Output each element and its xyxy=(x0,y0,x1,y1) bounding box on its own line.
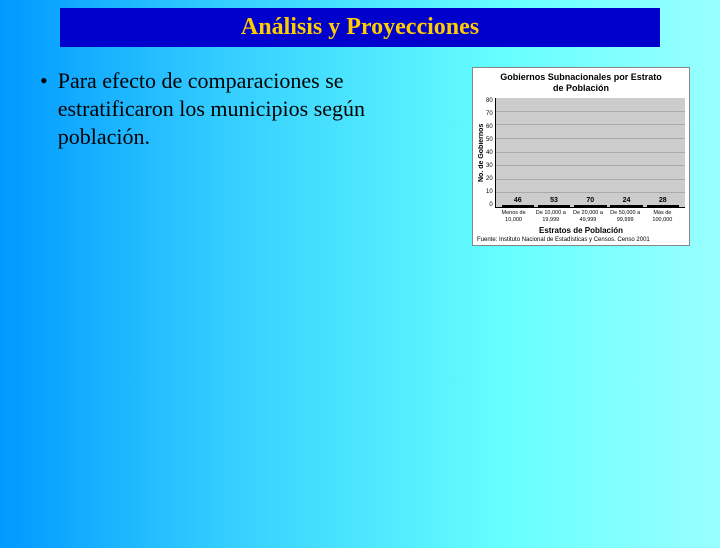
bar-value-label: 46 xyxy=(514,197,522,204)
bar xyxy=(538,205,571,207)
y-tick: 30 xyxy=(486,163,493,169)
bar-value-label: 28 xyxy=(659,197,667,204)
bar-group: 53 xyxy=(538,197,571,207)
y-tick: 50 xyxy=(486,137,493,143)
content-area: • Para efecto de comparaciones se estrat… xyxy=(0,47,720,246)
bar-group: 28 xyxy=(647,197,680,207)
x-tick: De 20,000 a 49,999 xyxy=(571,210,604,224)
bullet-text: Para efecto de comparaciones se estratif… xyxy=(58,67,462,151)
bar-group: 46 xyxy=(502,197,535,207)
bar xyxy=(610,205,643,207)
y-axis-label: No. de Gobiernos xyxy=(477,98,486,208)
bullet-marker: • xyxy=(40,67,48,95)
y-tick: 10 xyxy=(486,189,493,195)
x-tick: De 50,000 a 99,999 xyxy=(608,210,641,224)
y-tick: 20 xyxy=(486,176,493,182)
bar xyxy=(647,205,680,207)
y-tick: 80 xyxy=(486,98,493,104)
plot-area: 46 53 70 24 xyxy=(495,98,685,208)
x-tick: Menos de 10,000 xyxy=(497,210,530,224)
bar-value-label: 53 xyxy=(550,197,558,204)
y-tick: 0 xyxy=(486,202,493,208)
bullet-item: • Para efecto de comparaciones se estrat… xyxy=(30,67,462,151)
y-tick: 70 xyxy=(486,111,493,117)
x-tick: De 10,000 a 19,999 xyxy=(534,210,567,224)
bar xyxy=(574,205,607,207)
x-tick: Más de 100,000 xyxy=(646,210,679,224)
y-axis-ticks: 80 70 60 50 40 30 20 10 0 xyxy=(486,98,495,208)
chart-title: Gobiernos Subnacionales por Estrato de P… xyxy=(477,72,685,94)
bar xyxy=(502,205,535,207)
bars-container: 46 53 70 24 xyxy=(496,98,685,207)
bar-group: 70 xyxy=(574,197,607,207)
y-tick: 40 xyxy=(486,150,493,156)
text-column: • Para efecto de comparaciones se estrat… xyxy=(30,67,472,151)
chart-title-line2: de Población xyxy=(553,83,609,93)
bar-group: 24 xyxy=(610,197,643,207)
chart-source: Fuente: Instituto Nacional de Estadístic… xyxy=(477,237,685,243)
y-tick: 60 xyxy=(486,124,493,130)
bar-value-label: 24 xyxy=(623,197,631,204)
slide-title: Análisis y Proyecciones xyxy=(60,8,660,47)
x-axis-ticks: Menos de 10,000 De 10,000 a 19,999 De 20… xyxy=(477,208,685,224)
x-axis-label: Estratos de Población xyxy=(477,226,685,235)
bar-value-label: 70 xyxy=(586,197,594,204)
chart-body: No. de Gobiernos 80 70 60 50 40 30 20 10… xyxy=(477,98,685,208)
chart-title-line1: Gobiernos Subnacionales por Estrato xyxy=(500,72,662,82)
chart-panel: Gobiernos Subnacionales por Estrato de P… xyxy=(472,67,690,246)
